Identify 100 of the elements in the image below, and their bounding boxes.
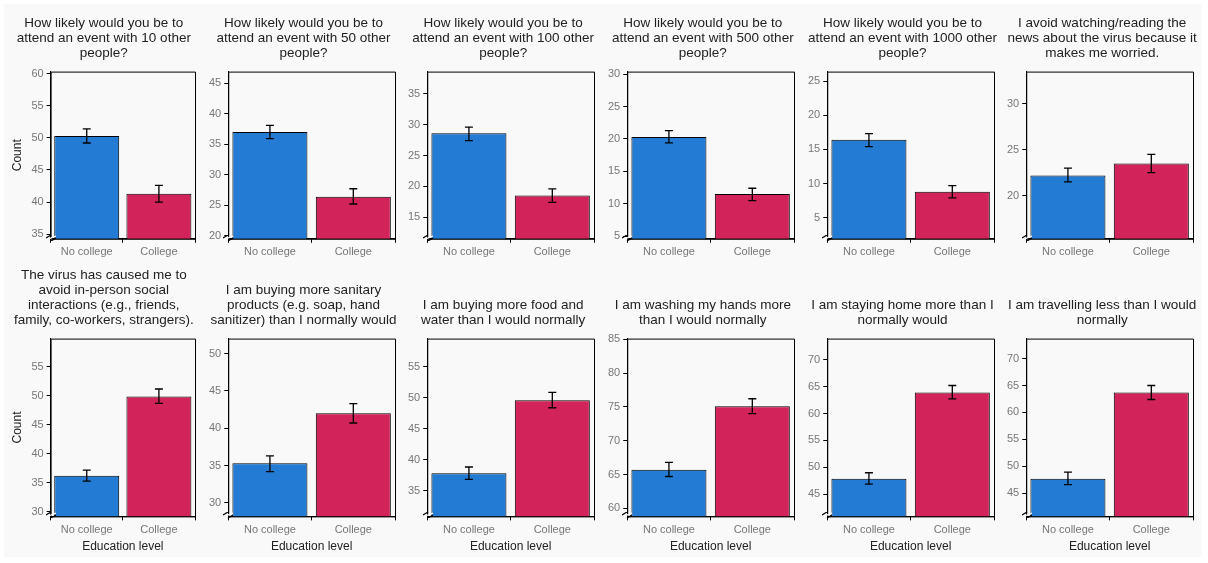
y-tick-label: 45 — [208, 383, 221, 396]
y-tick-label: 25 — [607, 99, 621, 112]
chart-title: I am buying more food and water than I would normally — [420, 296, 587, 329]
chart-title: How likely would you be to attend an event with 500 other people? — [611, 14, 795, 62]
chart-title: I am staying home more than I normally would — [810, 296, 995, 329]
chart-title: I avoid watching/reading the news about the virus because it makes me worried. — [1006, 14, 1198, 62]
y-tick-label: 65 — [807, 379, 820, 392]
y-tick-label: 50 — [1007, 459, 1020, 472]
x-tick-label: No college — [60, 523, 113, 536]
y-tick-label: 40 — [408, 452, 421, 465]
y-tick-label: 45 — [208, 76, 221, 89]
chart-title: I am washing my hands more than I would normally — [613, 296, 792, 329]
x-tick-label: College — [533, 523, 572, 536]
y-tick-label: 10 — [807, 176, 820, 189]
y-tick-label: 60 — [607, 501, 621, 514]
y-tick-label: 70 — [807, 352, 820, 365]
x-tick-label: College — [733, 245, 771, 258]
y-tick-label: 45 — [1007, 486, 1020, 499]
chart-title: How likely would you be to attend an event with 10 other people? — [15, 14, 192, 62]
chart-title: I am buying more sanitary products (e.g. soap, hand sanitizer) than I normally would — [209, 281, 398, 329]
y-tick-label: 45 — [807, 487, 820, 500]
y-tick-label: 45 — [408, 421, 421, 434]
y-tick-label: 35 — [408, 86, 421, 99]
y-tick-label: 20 — [408, 179, 421, 192]
y-tick-label: 30 — [208, 167, 221, 180]
y-tick-label: 20 — [807, 108, 820, 121]
y-tick-label: 70 — [607, 433, 621, 446]
y-tick-label: 40 — [31, 446, 44, 459]
x-tick-label: No college — [842, 245, 895, 258]
y-tick-label: 65 — [1007, 378, 1020, 391]
y-tick-label: 85 — [607, 332, 621, 345]
y-tick-label: 40 — [208, 421, 221, 434]
y-tick-label: 75 — [607, 399, 621, 412]
y-tick-label: 70 — [1007, 351, 1020, 364]
y-tick-label: 35 — [31, 475, 44, 488]
y-tick-label: 25 — [208, 198, 221, 211]
y-tick-label: 10 — [607, 196, 621, 209]
x-tick-label: College — [1132, 523, 1171, 536]
y-tick-label: 60 — [1007, 405, 1020, 418]
y-tick-label: 15 — [408, 210, 421, 223]
y-tick-label: 55 — [408, 360, 421, 373]
y-tick-label: 65 — [607, 467, 621, 480]
y-tick-label: 55 — [31, 98, 44, 111]
chart-title: How likely would you be to attend an event with 50 other people? — [215, 14, 392, 62]
x-tick-label: No college — [842, 523, 895, 536]
y-tick-label: 50 — [408, 390, 421, 403]
y-tick-label: 35 — [408, 483, 421, 496]
y-tick-label: 20 — [607, 132, 621, 145]
y-tick-label: 50 — [807, 460, 820, 473]
chart-title: I am travelling less than I would normally — [1007, 296, 1198, 329]
y-tick-label: 30 — [1007, 96, 1020, 109]
y-tick-label: 60 — [807, 406, 820, 419]
y-axis-title: Count — [9, 410, 24, 444]
x-tick-label: College — [140, 523, 178, 536]
x-axis-title: Education level — [82, 539, 164, 554]
y-tick-label: 55 — [1007, 432, 1020, 445]
y-tick-label: 35 — [208, 458, 221, 471]
y-tick-label: 30 — [31, 504, 44, 517]
x-tick-label: College — [334, 523, 372, 536]
x-tick-label: No college — [243, 245, 296, 258]
y-tick-label: 50 — [208, 346, 221, 359]
y-tick-label: 25 — [408, 148, 421, 161]
chart-title: The virus has caused me to avoid in-person social interactions (e.g., friends, family, co-workers, strangers). — [12, 266, 195, 329]
x-tick-label: College — [533, 245, 572, 258]
x-tick-label: No college — [642, 523, 695, 536]
x-tick-label: No college — [443, 245, 496, 258]
y-tick-label: 20 — [208, 228, 221, 241]
y-tick-label: 40 — [208, 106, 221, 119]
y-tick-label: 5 — [614, 229, 621, 242]
y-tick-label: 15 — [607, 164, 621, 177]
chart-title: How likely would you be to attend an event with 100 other people? — [411, 14, 595, 62]
y-tick-label: 55 — [31, 360, 44, 373]
y-tick-label: 30 — [208, 495, 221, 508]
chart-title: How likely would you be to attend an event with 1000 other people? — [806, 14, 999, 62]
y-tick-label: 30 — [408, 117, 421, 130]
y-tick-label: 40 — [31, 195, 44, 208]
y-tick-label: 45 — [31, 417, 44, 430]
x-axis-title: Education level — [1069, 539, 1151, 554]
y-tick-label: 5 — [813, 210, 820, 223]
x-axis-title: Education level — [869, 539, 951, 554]
y-tick-label: 55 — [807, 433, 820, 446]
y-tick-label: 20 — [1007, 188, 1020, 201]
y-tick-label: 60 — [31, 66, 44, 79]
x-axis-title: Education level — [470, 539, 552, 554]
y-tick-label: 25 — [807, 74, 820, 87]
x-tick-label: College — [1132, 245, 1171, 258]
y-tick-label: 50 — [31, 130, 44, 143]
y-tick-label: 15 — [807, 142, 820, 155]
x-tick-label: No college — [60, 245, 113, 258]
x-tick-label: College — [933, 245, 971, 258]
y-tick-label: 30 — [607, 67, 621, 80]
y-tick-label: 25 — [1007, 142, 1020, 155]
y-tick-label: 45 — [31, 163, 44, 176]
x-tick-label: No college — [243, 523, 296, 536]
y-tick-label: 50 — [31, 388, 44, 401]
x-tick-label: College — [933, 523, 971, 536]
x-tick-label: No college — [443, 523, 496, 536]
x-tick-label: No college — [1042, 523, 1095, 536]
y-tick-label: 80 — [607, 366, 621, 379]
x-tick-label: College — [733, 523, 771, 536]
